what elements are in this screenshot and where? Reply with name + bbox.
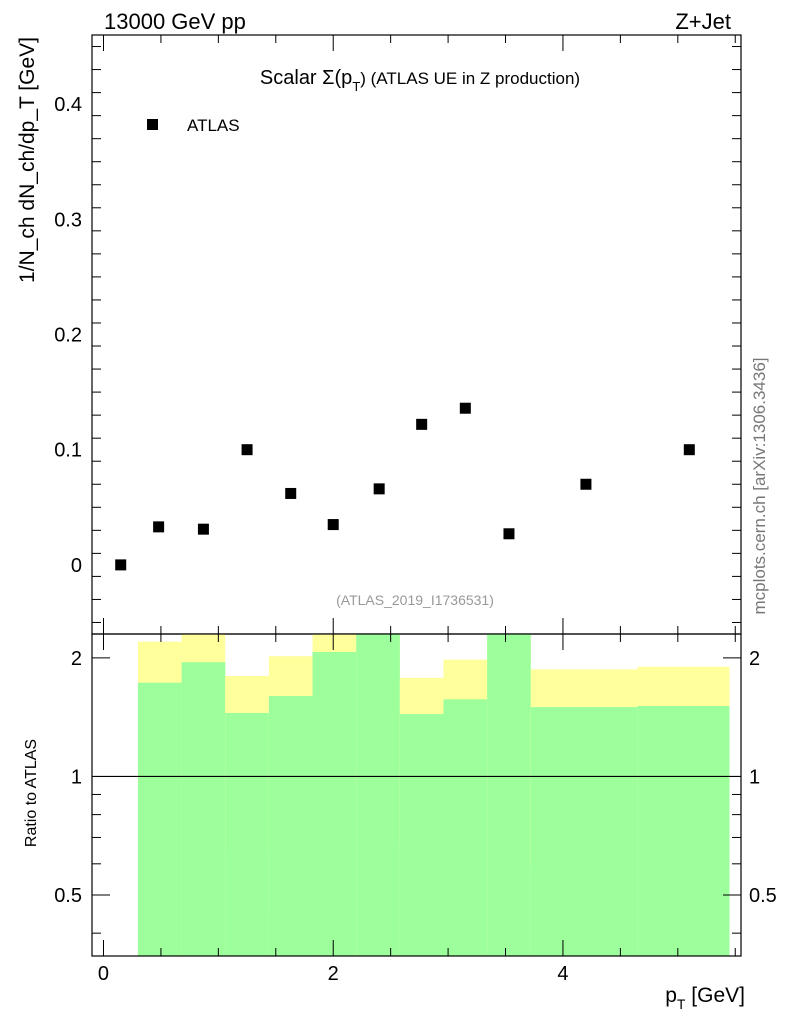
ratio-panel: 0.5 0.5 1 1 2 2 0 2 4 Ratio to ATLAS pT [GeV] bbox=[23, 633, 777, 1012]
uncertainty-band-inner bbox=[181, 662, 226, 956]
process-label: Z+Jet bbox=[675, 9, 731, 34]
data-point bbox=[416, 418, 428, 430]
x-axis-label-main: p bbox=[665, 984, 677, 1007]
legend-marker bbox=[147, 119, 158, 130]
analysis-id: (ATLAS_2019_I1736531) bbox=[336, 592, 494, 608]
uncertainty-band-inner bbox=[356, 634, 400, 956]
x-axis-label-rest: [GeV] bbox=[685, 984, 745, 1007]
y-tick-label: 0.3 bbox=[54, 209, 82, 231]
data-point bbox=[197, 523, 209, 535]
ratio-y-tick-label-right: 0.5 bbox=[749, 885, 777, 907]
data-point bbox=[241, 444, 253, 456]
ratio-y-tick-label: 0.5 bbox=[54, 885, 82, 907]
source-label: mcplots.cern.ch [arXiv:1306.3436] bbox=[750, 357, 769, 614]
x-tick-label: 2 bbox=[328, 963, 339, 985]
uncertainty-band-inner bbox=[312, 652, 357, 956]
x-axis-label-subscript: T bbox=[677, 996, 686, 1012]
x-tick-label: 4 bbox=[557, 963, 568, 985]
uncertainty-band-inner bbox=[268, 696, 313, 956]
uncertainty-band-inner bbox=[137, 682, 182, 956]
data-point bbox=[285, 487, 297, 499]
plot-title-subscript: T bbox=[352, 79, 360, 94]
uncertainty-band-inner bbox=[443, 699, 488, 956]
data-point bbox=[153, 521, 165, 533]
ratio-y-tick-label: 1 bbox=[71, 766, 82, 788]
energy-label: 13000 GeV pp bbox=[104, 9, 246, 34]
y-tick-label: 0.4 bbox=[54, 94, 82, 116]
data-point bbox=[459, 402, 471, 414]
y-tick-label: 0.2 bbox=[54, 325, 82, 347]
data-point bbox=[580, 478, 592, 490]
data-point bbox=[115, 559, 127, 571]
x-axis-label: pT [GeV] bbox=[665, 984, 745, 1012]
data-point bbox=[683, 444, 695, 456]
ratio-y-tick-label-right: 2 bbox=[749, 648, 760, 670]
uncertainty-band-inner bbox=[487, 634, 531, 956]
x-tick-label: 0 bbox=[98, 963, 109, 985]
ratio-plot-frame bbox=[91, 633, 742, 957]
plot-title: Scalar Σ(pT) (ATLAS UE in Z production) bbox=[260, 67, 580, 94]
uncertainty-band-inner bbox=[637, 705, 730, 956]
data-point bbox=[373, 483, 385, 495]
uncertainty-band-inner bbox=[399, 714, 444, 956]
plot-title-rest: ) (ATLAS UE in Z production) bbox=[360, 69, 580, 88]
ratio-axis-label: Ratio to ATLAS bbox=[23, 739, 40, 847]
uncertainty-band-inner bbox=[225, 712, 269, 956]
data-point bbox=[327, 519, 339, 531]
y-tick-label: 0 bbox=[71, 555, 82, 577]
main-panel: 0 0.1 0.2 0.3 0.4 Scalar Σ(pT) (ATLAS UE in … bbox=[16, 34, 742, 635]
y-axis-label: 1/N_ch dN_ch/dp_T [GeV] bbox=[16, 37, 39, 283]
plot-title-main: Scalar Σ(p bbox=[260, 67, 352, 89]
y-tick-label: 0.1 bbox=[54, 440, 82, 462]
legend-label: ATLAS bbox=[187, 116, 240, 135]
ratio-y-tick-label: 2 bbox=[71, 648, 82, 670]
data-point bbox=[503, 528, 515, 540]
ratio-y-tick-label-right: 1 bbox=[749, 766, 760, 788]
uncertainty-band-inner bbox=[530, 707, 638, 956]
